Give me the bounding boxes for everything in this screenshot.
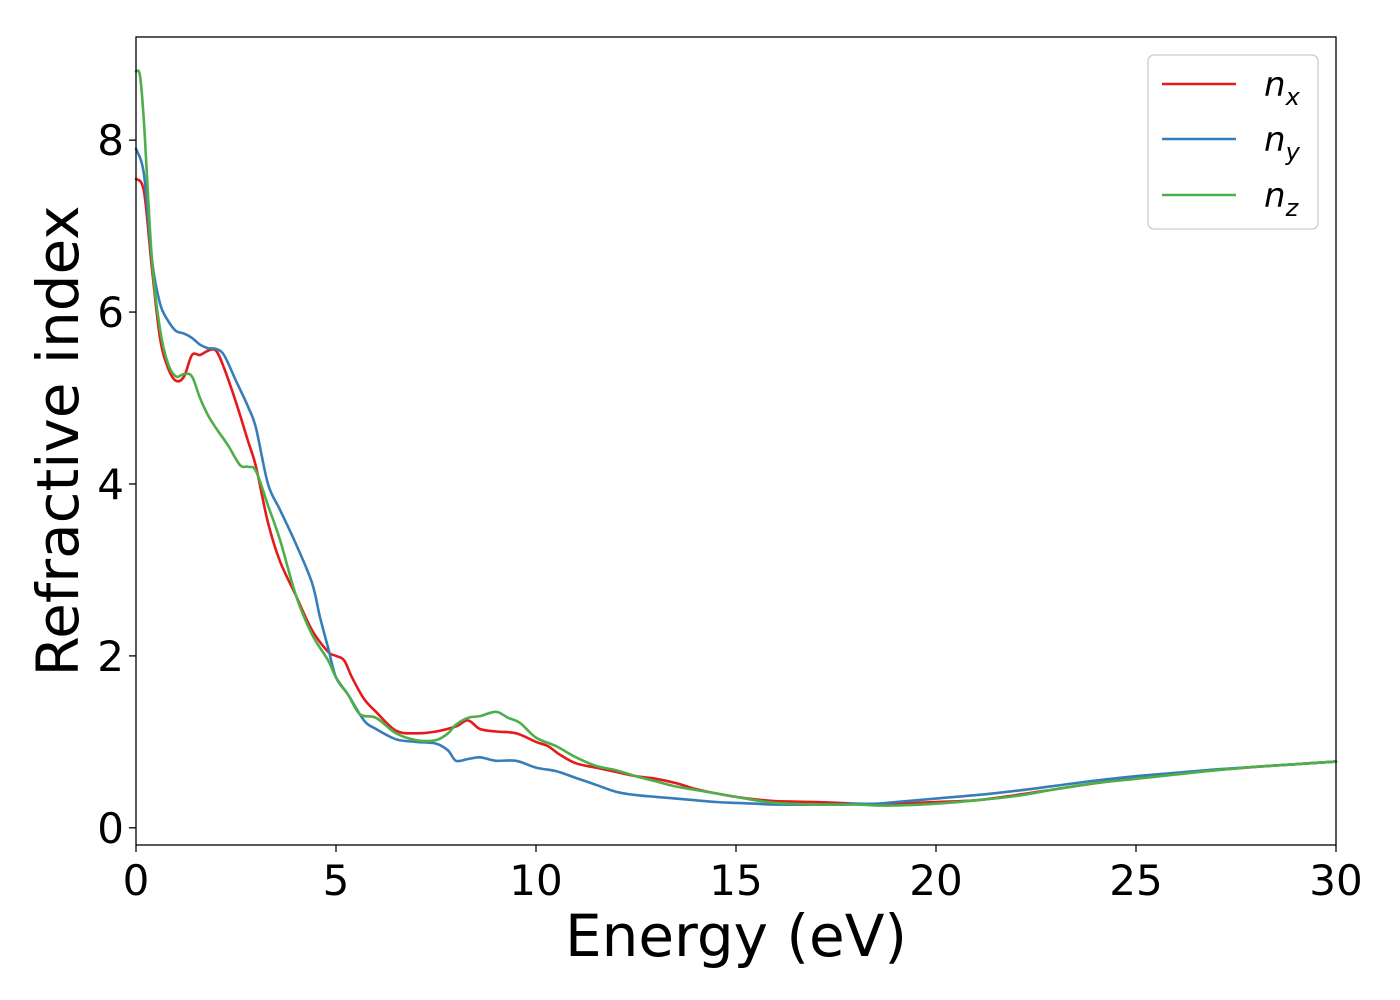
legend-label-z: nz	[1264, 176, 1300, 222]
legend-label-subscript: y	[1285, 138, 1301, 166]
legend-label-y: ny	[1264, 120, 1301, 166]
y-tick-label: 6	[97, 288, 124, 337]
x-tick-label: 20	[909, 856, 962, 905]
y-axis-label: Refractive index	[24, 205, 92, 676]
x-tick-label: 5	[323, 856, 350, 905]
y-axis: 0 2 4 6 8	[97, 116, 136, 853]
legend-label-base: n	[1264, 120, 1286, 160]
y-tick-label: 2	[97, 632, 124, 681]
legend-label-subscript: x	[1285, 83, 1301, 111]
legend-label-subscript: z	[1285, 194, 1300, 222]
x-tick-label: 30	[1309, 856, 1362, 905]
legend-label-x: nx	[1264, 65, 1301, 111]
x-tick-label: 15	[709, 856, 762, 905]
y-tick-label: 4	[97, 460, 124, 509]
legend-label-base: n	[1264, 65, 1286, 105]
legend-box	[1147, 54, 1319, 230]
plot-area	[136, 37, 1336, 845]
series-line-z	[134, 69, 1338, 807]
y-tick-label: 8	[97, 116, 124, 165]
legend-label-base: n	[1264, 176, 1286, 216]
x-axis: 0 5 10 15 20 25 30	[123, 845, 1363, 905]
series-line-y	[134, 147, 1338, 806]
series-layer	[134, 69, 1338, 807]
x-tick-label: 10	[509, 856, 562, 905]
series-line-x	[134, 177, 1338, 806]
x-tick-label: 0	[123, 856, 150, 905]
y-tick-label: 0	[97, 804, 124, 853]
x-axis-label: Energy (eV)	[565, 902, 907, 970]
x-tick-label: 25	[1109, 856, 1162, 905]
